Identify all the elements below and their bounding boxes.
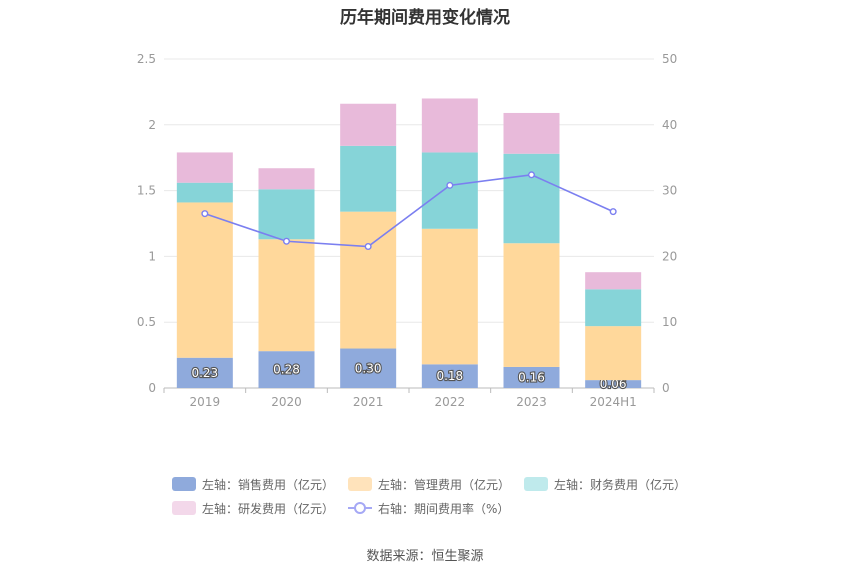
bar-segment [340,145,397,212]
x-axis-tick-label: 2024H1 [590,395,637,409]
left-axis-tick-label: 1 [148,249,156,263]
right-axis-tick-label: 40 [662,118,677,132]
finance-swatch [524,477,549,491]
rate-point [364,243,372,251]
chart-title: 历年期间费用变化情况 [340,8,510,28]
bar-segment [340,211,397,349]
rate-line [204,173,614,248]
legend-row-2: 左轴：研发费用（亿元） 右轴：期间费用率（%） [172,496,692,520]
bar-segment [421,364,478,388]
x-axis-tick-label: 2023 [516,395,547,409]
rate-point [609,208,617,216]
legend-item-finance[interactable]: 左轴：财务费用（亿元） [524,476,686,493]
bar-data-label: 0.16 [518,370,545,384]
bar-segment [421,228,478,365]
bar-segment [340,103,397,146]
x-axis-tick-label: 2022 [435,395,466,409]
x-axis-tick-label: 2021 [353,395,384,409]
x-axis-tick-label: 2019 [190,395,221,409]
legend-label-rnd: 左轴：研发费用（亿元） [202,501,335,516]
bar-segment [585,272,642,290]
legend: 左轴：销售费用（亿元） 左轴：管理费用（亿元） 左轴：财务费用（亿元） 左轴：研… [172,472,692,520]
left-axis-tick-label: 2.5 [137,52,156,66]
legend-label-finance: 左轴：财务费用（亿元） [554,477,687,492]
bar-segment [503,112,560,154]
bar-segment [503,153,560,244]
x-axis-tick-label: 2020 [271,395,302,409]
bar-segment [176,182,233,203]
bar-segment [258,239,315,352]
right-axis-tick-label: 20 [662,249,677,263]
legend-row-1: 左轴：销售费用（亿元） 左轴：管理费用（亿元） 左轴：财务费用（亿元） [172,472,692,496]
chart-plot: 0 0.5 1 1.5 2 2.5 0 10 20 30 40 50 2019 2020 2021 2022 2… [137,52,677,409]
bar-segment [585,326,642,381]
bar-data-label: 0.23 [191,366,218,380]
bar-segment [258,189,315,240]
data-source: 数据来源：恒生聚源 [366,549,484,564]
left-axis-tick-label: 0 [148,381,156,395]
right-axis-tick-label: 30 [662,184,677,198]
bar-segment [421,152,478,229]
bar-segment [176,202,233,358]
bar-segment [585,380,642,388]
bar-segment [258,168,315,190]
bar-segment [258,351,315,388]
rate-point [528,171,536,179]
bar-segment [503,366,560,388]
bar-segment [176,357,233,388]
legend-label-rate: 右轴：期间费用率（%） [378,501,510,516]
right-axis-tick-label: 10 [662,315,677,329]
bar-segment [176,152,233,183]
bar-data-label: 0.30 [355,361,382,375]
bar-segment [503,243,560,367]
legend-label-sales: 左轴：销售费用（亿元） [202,477,335,492]
legend-item-rate[interactable]: 右轴：期间费用率（%） [348,500,509,517]
bar-segment [421,98,478,153]
left-axis-tick-label: 1.5 [137,184,156,198]
left-axis-tick-label: 0.5 [137,315,156,329]
right-axis-tick-label: 0 [662,381,670,395]
left-axis-tick-label: 2 [148,118,156,132]
rate-point [446,181,454,189]
legend-item-admin[interactable]: 左轴：管理费用（亿元） [348,476,510,493]
right-axis-tick-label: 50 [662,52,677,66]
bar-data-label: 0.28 [273,363,300,377]
bar-segment [585,289,642,327]
rnd-swatch [172,501,196,515]
bar-data-label: 0.18 [436,369,463,383]
legend-item-rnd[interactable]: 左轴：研发费用（亿元） [172,500,334,517]
legend-label-admin: 左轴：管理费用（亿元） [378,477,511,492]
rate-line-swatch-icon [348,502,373,514]
bar-segment [340,348,397,388]
legend-item-sales[interactable]: 左轴：销售费用（亿元） [172,476,334,493]
rate-point [283,237,291,245]
sales-swatch [172,477,196,491]
rate-point [201,210,209,218]
admin-swatch [348,477,373,491]
